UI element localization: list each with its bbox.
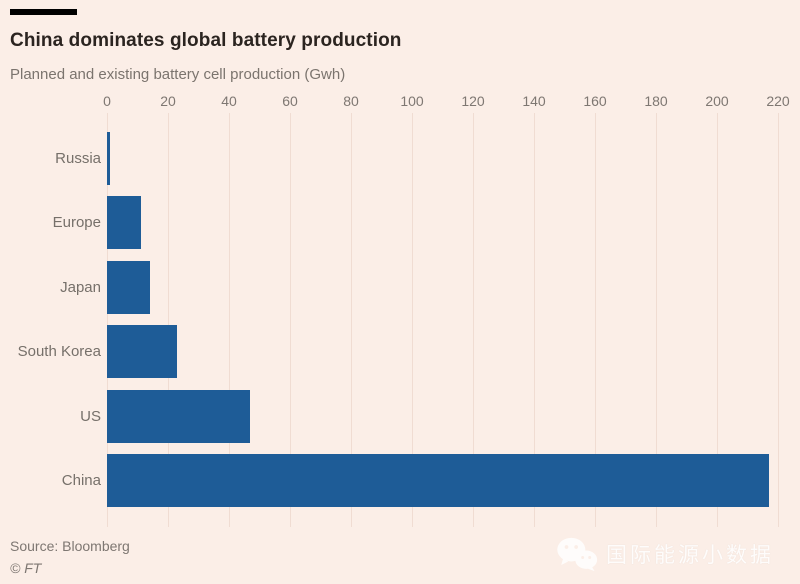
gridline-60 [290,113,291,527]
gridline-200 [717,113,718,527]
category-label-europe: Europe [52,214,101,232]
x-tick-label-140: 140 [522,93,546,109]
x-tick-label-80: 80 [343,93,359,109]
chart-title: China dominates global battery productio… [10,30,402,51]
gridline-160 [595,113,596,527]
category-label-russia: Russia [55,149,101,167]
chart-subtitle: Planned and existing battery cell produc… [10,66,346,83]
gridline-20 [168,113,169,527]
x-tick-label-20: 20 [160,93,176,109]
x-tick-label-100: 100 [400,93,424,109]
bar-japan [107,260,150,314]
watermark-text: 国际能源小数据 [606,544,774,567]
gridline-0 [107,113,108,527]
bar-russia [107,131,111,185]
x-tick-label-200: 200 [705,93,729,109]
x-axis: 0 20 40 60 80 100 120 140 160 180 200 220 [103,93,790,111]
bar-row-south-korea [107,320,778,385]
bar-row-russia [107,126,778,191]
x-tick-label-40: 40 [221,93,237,109]
category-label-south-korea: South Korea [17,343,101,361]
ft-copyright: © FT [10,560,42,576]
x-tick-label-180: 180 [644,93,668,109]
bar-us [107,389,251,443]
bar-row-china [107,449,778,514]
gridline-220 [778,113,779,527]
gridline-100 [412,113,413,527]
category-axis: Russia Europe Japan South Korea US China [0,126,101,513]
x-tick-label-0: 0 [103,93,111,109]
watermark: 国际能源小数据 [556,536,774,572]
category-label-japan: Japan [60,278,101,296]
ft-top-rule [10,9,77,15]
bar-china [107,454,769,508]
x-tick-label-220: 220 [766,93,790,109]
gridlines [107,113,779,527]
x-tick-label-60: 60 [282,93,298,109]
source-note: Source: Bloomberg [10,538,130,554]
gridline-80 [351,113,352,527]
wechat-icon [557,537,598,572]
gridline-140 [534,113,535,527]
bar-plot-area [107,126,778,513]
gridline-40 [229,113,230,527]
bar-europe [107,196,141,250]
bar-south-korea [107,325,178,379]
category-label-china: China [61,472,101,490]
bar-row-japan [107,255,778,320]
bar-row-europe [107,191,778,256]
gridline-120 [473,113,474,527]
category-label-us: US [80,407,101,425]
x-tick-label-160: 160 [583,93,607,109]
gridline-180 [656,113,657,527]
x-tick-label-120: 120 [461,93,485,109]
bar-row-us [107,384,778,449]
